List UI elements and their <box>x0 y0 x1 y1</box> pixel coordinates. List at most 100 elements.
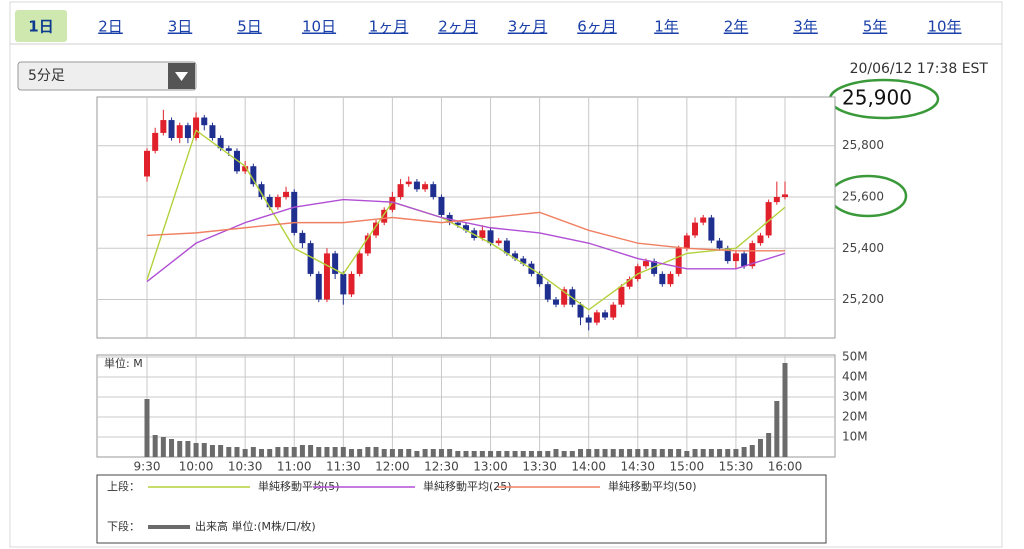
legend-label: 単純移動平均(25) <box>423 479 512 493</box>
volume-bar <box>627 449 633 457</box>
moving-average-line <box>146 129 786 311</box>
candle-body <box>634 266 641 280</box>
volume-bar <box>504 451 510 457</box>
volume-bar <box>414 451 420 457</box>
volume-bar <box>643 449 649 457</box>
x-tick-label: 11:00 <box>277 460 312 474</box>
candle-body <box>675 248 682 274</box>
volume-bar <box>430 449 436 457</box>
tab[interactable]: 1日 <box>28 18 53 36</box>
moving-average-line <box>146 211 785 252</box>
candle-body <box>413 181 420 190</box>
volume-bar <box>586 449 592 457</box>
legend-label: 単純移動平均(5) <box>258 479 340 493</box>
candle-body <box>757 235 764 244</box>
volume-plot-frame <box>96 354 836 458</box>
legend-label: 単純移動平均(50) <box>608 479 697 493</box>
tab[interactable]: 3ヶ月 <box>508 18 548 36</box>
volume-bar <box>242 449 248 457</box>
candle-body <box>667 273 674 285</box>
volume-bar <box>267 449 273 457</box>
volume-bar <box>373 447 379 457</box>
candle-body <box>741 253 748 267</box>
x-tick-label: 13:00 <box>473 460 508 474</box>
tab[interactable]: 2日 <box>98 18 123 36</box>
candle-body <box>323 253 330 300</box>
candle-body <box>495 240 502 244</box>
volume-bar <box>741 447 747 457</box>
candle-body <box>373 222 380 236</box>
candle-body <box>299 232 306 244</box>
tab[interactable]: 6ヶ月 <box>577 18 617 36</box>
volume-bar <box>676 449 682 457</box>
volume-bar <box>193 443 199 457</box>
candle-body <box>201 117 208 126</box>
volume-bar <box>520 451 526 457</box>
x-tick-label: 12:00 <box>375 460 410 474</box>
volume-bar <box>209 445 215 457</box>
candle-body <box>552 299 559 305</box>
volume-bar <box>594 449 600 457</box>
x-tick-label: 9:30 <box>134 460 161 474</box>
tab[interactable]: 5年 <box>863 18 888 36</box>
timestamp: 20/06/12 17:38 EST <box>850 61 989 77</box>
volume-bar <box>226 447 232 457</box>
candle-body <box>503 240 510 254</box>
volume-bar <box>700 449 706 457</box>
volume-bar <box>512 451 518 457</box>
candle-body <box>315 273 322 300</box>
volume-bar <box>365 447 371 457</box>
tab-selected-bg[interactable] <box>15 10 67 42</box>
volume-bar <box>332 447 338 457</box>
volume-bar <box>340 447 346 457</box>
volume-bar <box>169 439 175 457</box>
interval-select[interactable] <box>17 61 197 91</box>
candle-body <box>364 235 371 254</box>
volume-bar <box>667 449 673 457</box>
volume-bar <box>537 451 543 457</box>
volume-bar <box>610 449 616 457</box>
candle-body <box>642 261 649 267</box>
candle-body <box>782 194 788 197</box>
candle-body <box>168 120 175 139</box>
candle-body <box>520 258 527 264</box>
candle-body <box>593 312 600 323</box>
tab[interactable]: 10日 <box>302 18 336 36</box>
candle-body <box>618 286 625 305</box>
tab[interactable]: 1年 <box>654 18 679 36</box>
volume-bar <box>659 449 665 457</box>
candle-body <box>193 117 200 139</box>
candle-body <box>773 196 780 203</box>
candle-body <box>397 184 404 197</box>
volume-bar <box>447 449 453 457</box>
candle-body <box>422 184 429 190</box>
tab[interactable]: 2ヶ月 <box>438 18 478 36</box>
y-tick-label: 20M <box>842 410 868 424</box>
candle-body <box>184 125 191 139</box>
legend-lower-label: 下段： <box>107 519 140 533</box>
current-price: 25,900 <box>842 86 912 110</box>
y-tick-label: 30M <box>842 390 868 404</box>
tab[interactable]: 3年 <box>793 18 818 36</box>
volume-bar <box>553 449 559 457</box>
tab[interactable]: 5日 <box>237 18 262 36</box>
volume-bar <box>316 447 322 457</box>
tab[interactable]: 2年 <box>724 18 749 36</box>
x-tick-label: 15:30 <box>719 460 754 474</box>
select-arrow <box>175 72 188 81</box>
volume-bar <box>381 449 387 457</box>
x-tick-label: 10:00 <box>179 460 214 474</box>
volume-bar <box>201 443 207 457</box>
volume-bar <box>389 449 395 457</box>
volume-bar <box>578 449 584 457</box>
volume-bar <box>766 433 772 457</box>
tab[interactable]: 10年 <box>927 18 961 36</box>
volume-bar <box>275 447 281 457</box>
tab[interactable]: 1ヶ月 <box>369 18 409 36</box>
tab[interactable]: 3日 <box>168 18 193 36</box>
candle-body <box>454 222 461 226</box>
candle-body <box>225 148 232 151</box>
candle-body <box>463 225 469 231</box>
candle-body <box>683 235 690 249</box>
